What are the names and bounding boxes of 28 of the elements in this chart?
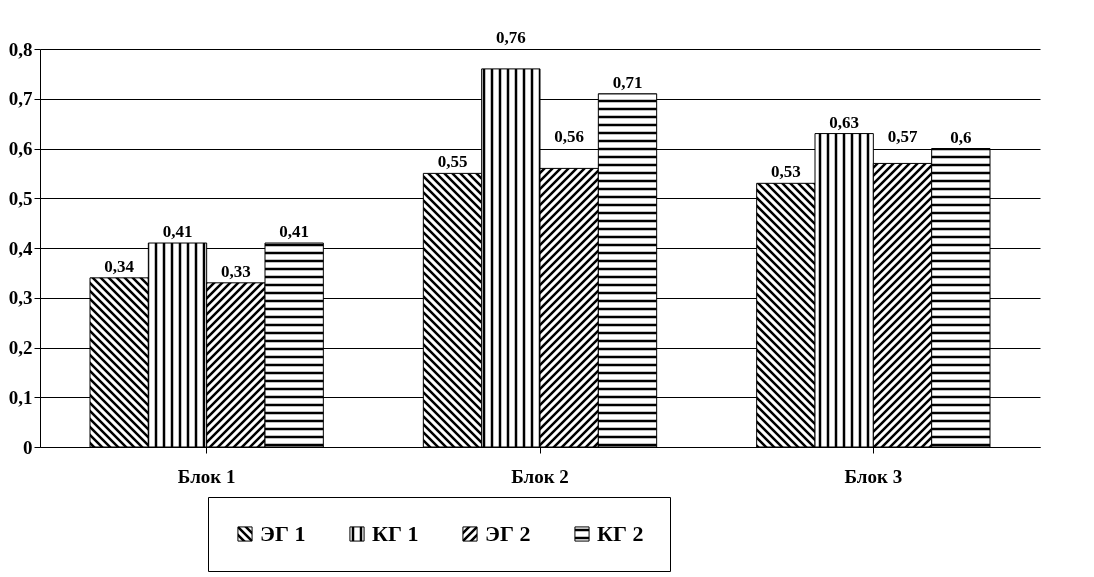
y-tick-label: 0,8: [8, 38, 33, 60]
y-tick-label: 0,1: [8, 386, 33, 408]
y-tick-label: 0,4: [8, 237, 33, 259]
data-label: 0,41: [162, 222, 193, 242]
data-label: 0,41: [279, 222, 310, 242]
data-label: 0,57: [887, 127, 918, 147]
legend-label: КГ 1: [372, 521, 419, 546]
data-label: 0,56: [554, 127, 585, 147]
data-label: 0,76: [495, 27, 526, 47]
legend-label: ЭГ 2: [485, 521, 531, 546]
y-tick-label: 0,3: [8, 287, 33, 309]
data-label: 0,53: [770, 162, 801, 182]
y-tick-label: 0,5: [8, 187, 33, 209]
legend-label: ЭГ 1: [260, 521, 306, 546]
legend-label: КГ 2: [597, 521, 644, 546]
y-tick-label: 0,6: [8, 138, 33, 159]
y-tick-label: 0: [23, 436, 33, 458]
x-tick-label: Блок 1: [177, 465, 236, 487]
x-tick-label: Блок 3: [844, 465, 903, 487]
data-label: 0,34: [104, 256, 135, 276]
y-tick-label: 0,2: [8, 337, 33, 358]
data-label: 0,63: [829, 112, 860, 132]
data-label: 0,33: [220, 261, 251, 281]
data-label: 0,71: [612, 72, 643, 92]
x-tick-label: Блок 2: [511, 465, 569, 487]
data-label: 0,55: [437, 152, 468, 172]
data-label: 0,6: [950, 127, 972, 147]
y-tick-label: 0,7: [8, 88, 33, 110]
